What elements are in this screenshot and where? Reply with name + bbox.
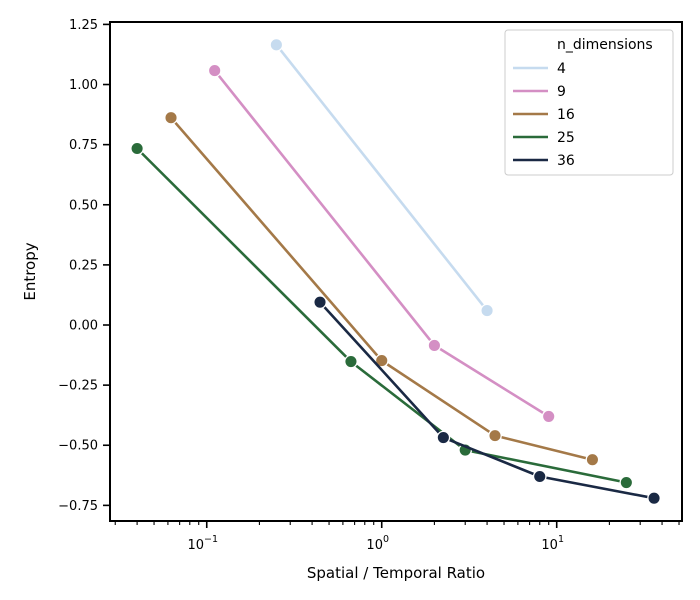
y-tick-label: 1.00 bbox=[69, 78, 98, 93]
x-tick-label: 101 bbox=[541, 534, 564, 553]
y-tick-label: −0.75 bbox=[58, 499, 98, 514]
series-line-16 bbox=[170, 116, 593, 461]
y-tick-label: 0.75 bbox=[69, 138, 98, 153]
series-line-36 bbox=[319, 301, 655, 500]
y-tick-label: −0.25 bbox=[58, 379, 98, 394]
legend-label-36: 36 bbox=[557, 153, 575, 169]
data-point-9 bbox=[207, 63, 222, 78]
legend-title: n_dimensions bbox=[557, 37, 653, 53]
data-point-9 bbox=[427, 338, 442, 353]
y-tick-label: 1.25 bbox=[69, 18, 98, 33]
data-point-16 bbox=[585, 452, 600, 467]
data-point-36 bbox=[313, 295, 327, 310]
x-axis-title: Spatial / Temporal Ratio bbox=[307, 564, 485, 582]
legend-label-16: 16 bbox=[557, 107, 575, 123]
data-point-16 bbox=[374, 353, 389, 368]
y-tick-label: 0.50 bbox=[69, 198, 98, 213]
y-tick-label: 0.00 bbox=[69, 319, 98, 334]
y-axis-title: Entropy bbox=[21, 242, 39, 300]
x-tick-label: 100 bbox=[366, 534, 389, 553]
series-line-4 bbox=[275, 43, 489, 312]
legend-label-9: 9 bbox=[557, 84, 566, 100]
data-point-4 bbox=[269, 37, 284, 52]
legend-label-25: 25 bbox=[557, 130, 575, 146]
legend-box bbox=[504, 29, 674, 176]
data-point-36 bbox=[436, 430, 451, 445]
data-point-36 bbox=[647, 491, 661, 506]
series-line-25 bbox=[136, 147, 627, 484]
data-point-36 bbox=[532, 469, 547, 484]
data-point-25 bbox=[344, 354, 358, 369]
data-point-16 bbox=[488, 428, 502, 443]
y-tick-label: 0.25 bbox=[69, 258, 98, 273]
legend-label-4: 4 bbox=[557, 61, 566, 77]
x-tick-label: 10−1 bbox=[187, 534, 218, 553]
plot-frame bbox=[109, 21, 683, 522]
data-point-25 bbox=[619, 475, 634, 490]
data-point-4 bbox=[480, 303, 494, 318]
data-point-25 bbox=[130, 141, 144, 156]
data-point-9 bbox=[541, 409, 556, 424]
y-tick-label: −0.50 bbox=[58, 439, 98, 454]
data-point-16 bbox=[164, 110, 178, 125]
